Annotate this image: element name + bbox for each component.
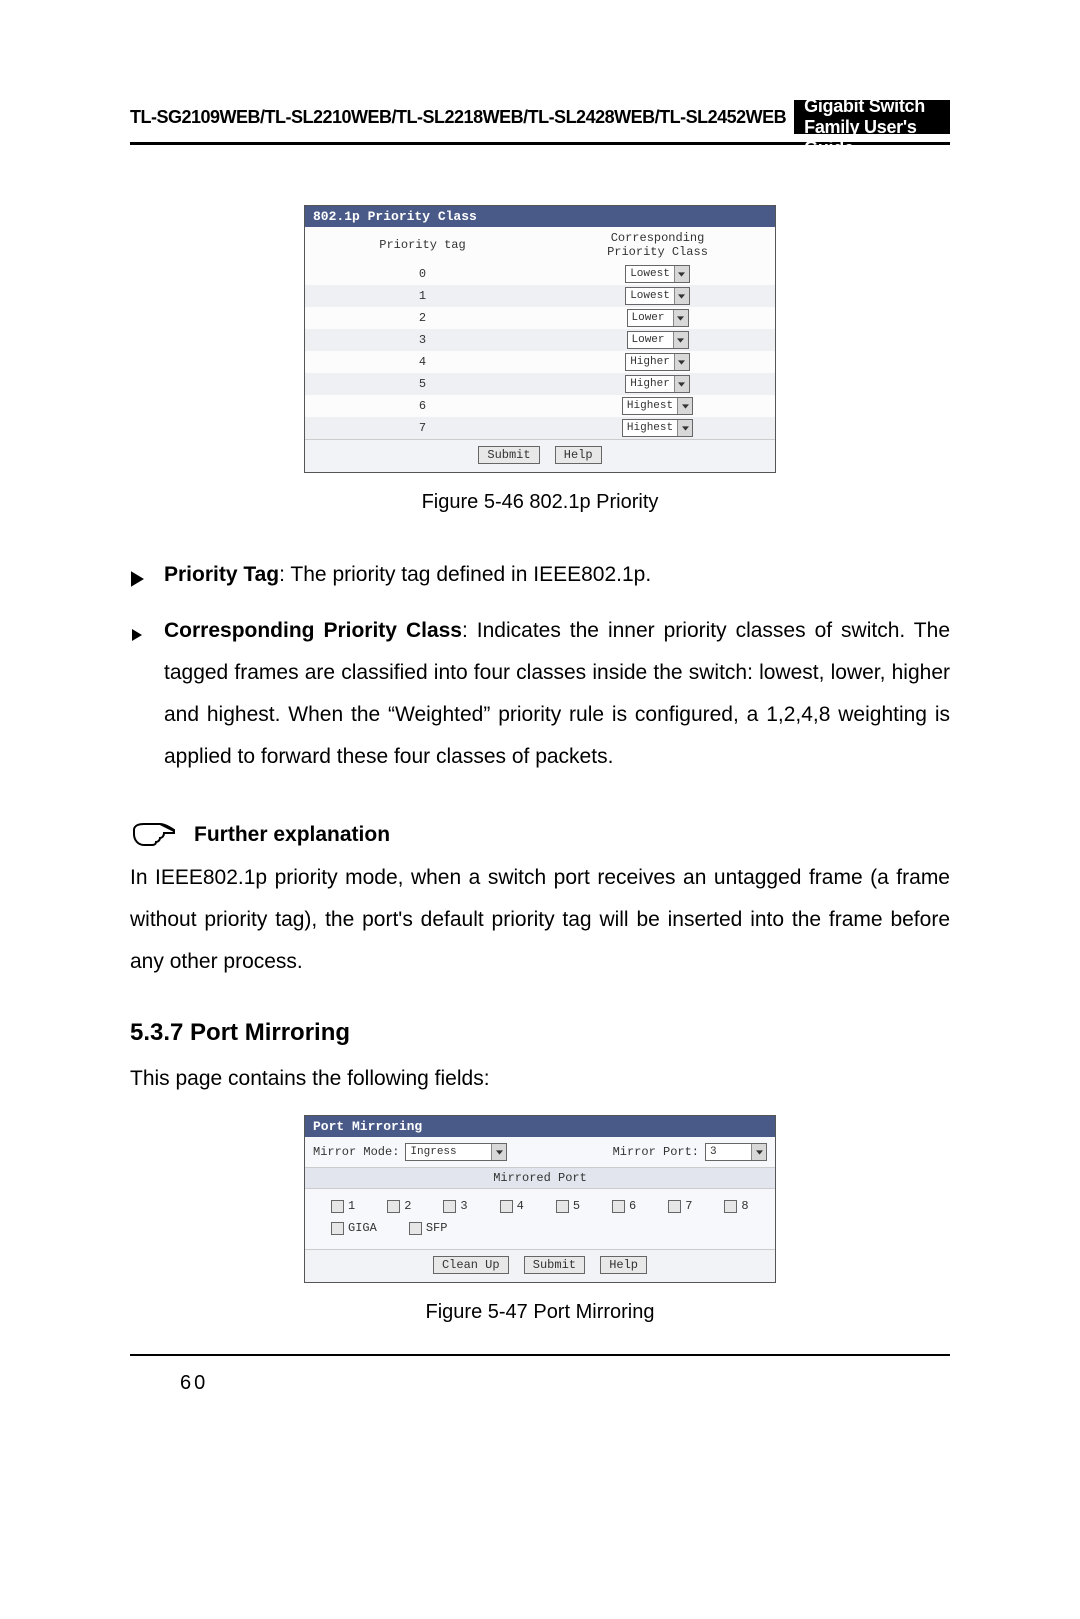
chevron-down-icon bbox=[674, 376, 689, 392]
port-checkbox-8[interactable]: 8 bbox=[724, 1199, 748, 1213]
table-row: 6 Highest bbox=[305, 395, 775, 417]
figure-caption-547: Figure 5-47 Port Mirroring bbox=[130, 1301, 950, 1324]
chevron-down-icon bbox=[674, 354, 689, 370]
figure-caption-546: Figure 5-46 802.1p Priority bbox=[130, 491, 950, 514]
priority-table: Priority tag Corresponding Priority Clas… bbox=[305, 227, 775, 439]
table-row: 1 Lowest bbox=[305, 285, 775, 307]
priority-select-3[interactable]: Lower bbox=[627, 331, 689, 349]
port-mirroring-panel: Port Mirroring Mirror Mode: Ingress Mirr… bbox=[304, 1115, 776, 1283]
port-checkbox-3[interactable]: 3 bbox=[443, 1199, 467, 1213]
port-checkbox-7[interactable]: 7 bbox=[668, 1199, 692, 1213]
priority-select-1[interactable]: Lowest bbox=[625, 287, 690, 305]
port-checkbox-2[interactable]: 2 bbox=[387, 1199, 411, 1213]
priority-select-4[interactable]: Higher bbox=[625, 353, 690, 371]
priority-select-5[interactable]: Higher bbox=[625, 375, 690, 393]
panel-title: 802.1p Priority Class bbox=[305, 206, 775, 227]
footer-divider bbox=[130, 1354, 950, 1356]
priority-select-6[interactable]: Highest bbox=[622, 397, 693, 415]
submit-button[interactable]: Submit bbox=[478, 446, 539, 464]
further-explanation-text: In IEEE802.1p priority mode, when a swit… bbox=[130, 857, 950, 983]
checkbox-icon bbox=[443, 1200, 456, 1213]
chevron-right-icon bbox=[130, 610, 164, 658]
chevron-right-icon bbox=[130, 554, 164, 602]
section-intro: This page contains the following fields: bbox=[130, 1067, 950, 1091]
checkbox-icon bbox=[612, 1200, 625, 1213]
col-priority-class: Corresponding Priority Class bbox=[540, 227, 775, 263]
mirrored-port-subheader: Mirrored Port bbox=[305, 1167, 775, 1189]
checkbox-icon bbox=[668, 1200, 681, 1213]
definition-list: Priority Tag: The priority tag defined i… bbox=[130, 554, 950, 778]
checkbox-icon bbox=[409, 1222, 422, 1235]
help-button[interactable]: Help bbox=[600, 1256, 647, 1274]
chevron-down-icon bbox=[674, 288, 689, 304]
page-number: 60 bbox=[180, 1372, 950, 1395]
page-header: TL-SG2109WEB/TL-SL2210WEB/TL-SL2218WEB/T… bbox=[130, 100, 950, 134]
mirror-port-label: Mirror Port: bbox=[613, 1145, 699, 1159]
checkbox-icon bbox=[500, 1200, 513, 1213]
chevron-down-icon bbox=[674, 266, 689, 282]
port-checkbox-sfp[interactable]: SFP bbox=[409, 1221, 448, 1235]
priority-select-0[interactable]: Lowest bbox=[625, 265, 690, 283]
section-heading-537: 5.3.7 Port Mirroring bbox=[130, 1019, 950, 1047]
submit-button[interactable]: Submit bbox=[524, 1256, 585, 1274]
list-item: Priority Tag: The priority tag defined i… bbox=[130, 554, 950, 602]
port-checkbox-4[interactable]: 4 bbox=[500, 1199, 524, 1213]
checkbox-icon bbox=[724, 1200, 737, 1213]
table-row: 0 Lowest bbox=[305, 263, 775, 285]
header-model-list: TL-SG2109WEB/TL-SL2210WEB/TL-SL2218WEB/T… bbox=[130, 100, 794, 134]
mirror-mode-label: Mirror Mode: bbox=[313, 1145, 399, 1159]
table-row: 7 Highest bbox=[305, 417, 775, 439]
priority-select-2[interactable]: Lower bbox=[627, 309, 689, 327]
table-row: 3 Lower bbox=[305, 329, 775, 351]
chevron-down-icon bbox=[677, 420, 692, 436]
checkbox-icon bbox=[556, 1200, 569, 1213]
port-checkbox-5[interactable]: 5 bbox=[556, 1199, 580, 1213]
chevron-down-icon bbox=[751, 1144, 766, 1160]
priority-select-7[interactable]: Highest bbox=[622, 419, 693, 437]
port-checkbox-giga[interactable]: GIGA bbox=[331, 1221, 377, 1235]
chevron-down-icon bbox=[673, 310, 688, 326]
port-checkbox-6[interactable]: 6 bbox=[612, 1199, 636, 1213]
chevron-down-icon bbox=[677, 398, 692, 414]
header-guide-title: Web Smart Gigabit Switch Family User's G… bbox=[794, 100, 950, 134]
panel-title: Port Mirroring bbox=[305, 1116, 775, 1137]
priority-class-panel: 802.1p Priority Class Priority tag Corre… bbox=[304, 205, 776, 473]
help-button[interactable]: Help bbox=[555, 446, 602, 464]
clean-up-button[interactable]: Clean Up bbox=[433, 1256, 509, 1274]
table-row: 5 Higher bbox=[305, 373, 775, 395]
checkbox-icon bbox=[387, 1200, 400, 1213]
table-row: 4 Higher bbox=[305, 351, 775, 373]
checkbox-icon bbox=[331, 1200, 344, 1213]
list-item: Corresponding Priority Class: Indicates … bbox=[130, 610, 950, 778]
further-explanation-header: Further explanation bbox=[130, 818, 950, 851]
col-priority-tag: Priority tag bbox=[305, 227, 540, 263]
term-priority-tag: Priority Tag bbox=[164, 563, 279, 586]
mirror-mode-select[interactable]: Ingress bbox=[405, 1143, 507, 1161]
chevron-down-icon bbox=[491, 1144, 506, 1160]
further-explanation-title: Further explanation bbox=[194, 823, 390, 847]
mirror-port-select[interactable]: 3 bbox=[705, 1143, 767, 1161]
pointing-hand-icon bbox=[130, 818, 194, 851]
chevron-down-icon bbox=[673, 332, 688, 348]
term-priority-class: Corresponding Priority Class bbox=[164, 619, 462, 642]
checkbox-icon bbox=[331, 1222, 344, 1235]
table-row: 2 Lower bbox=[305, 307, 775, 329]
port-checkbox-1[interactable]: 1 bbox=[331, 1199, 355, 1213]
